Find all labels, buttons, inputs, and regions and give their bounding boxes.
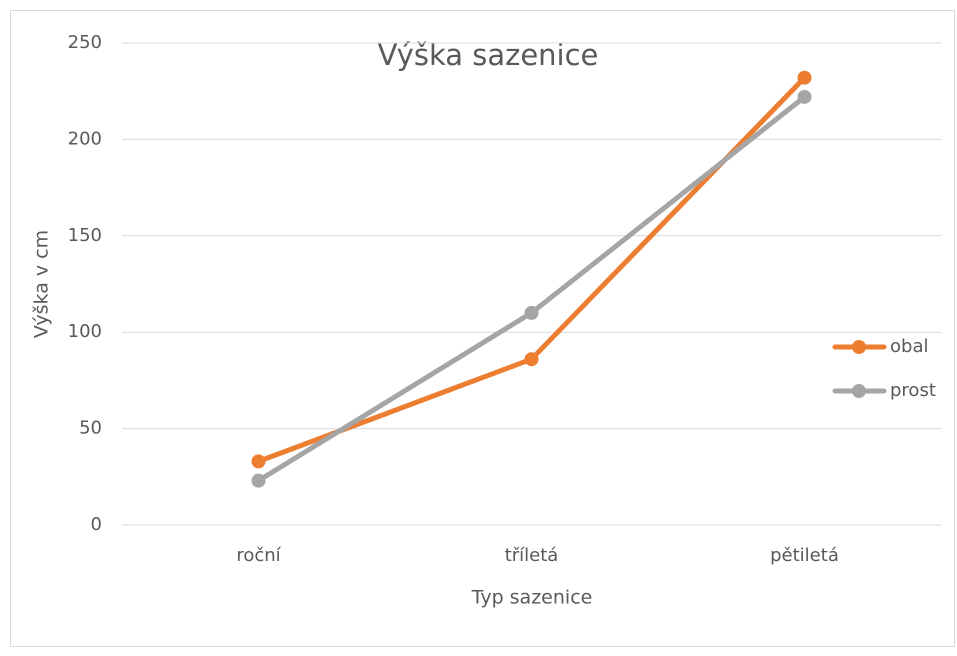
y-tick-label: 50 — [79, 418, 102, 439]
chart-title: Výška sazenice — [378, 38, 599, 72]
legend-marker — [852, 384, 866, 398]
data-point — [251, 473, 266, 488]
data-point — [524, 305, 539, 320]
y-tick-label: 100 — [68, 321, 102, 342]
data-point — [251, 454, 266, 469]
y-tick-label: 250 — [68, 32, 102, 53]
legend-marker — [852, 340, 866, 354]
y-axis-title: Výška v cm — [31, 230, 53, 338]
data-point — [797, 89, 812, 104]
data-point — [524, 352, 539, 367]
legend-label: obal — [890, 336, 928, 357]
legend-label: prost — [890, 380, 936, 401]
y-tick-label: 150 — [68, 225, 102, 246]
y-tick-label: 200 — [68, 128, 102, 149]
x-tick-label: pětiletá — [770, 545, 839, 566]
y-tick-label: 0 — [91, 514, 102, 535]
chart-frame — [10, 10, 955, 647]
x-tick-label: roční — [236, 545, 281, 566]
x-axis-title: Typ sazenice — [471, 587, 593, 609]
x-tick-label: tříletá — [505, 545, 559, 566]
data-point — [797, 70, 812, 85]
